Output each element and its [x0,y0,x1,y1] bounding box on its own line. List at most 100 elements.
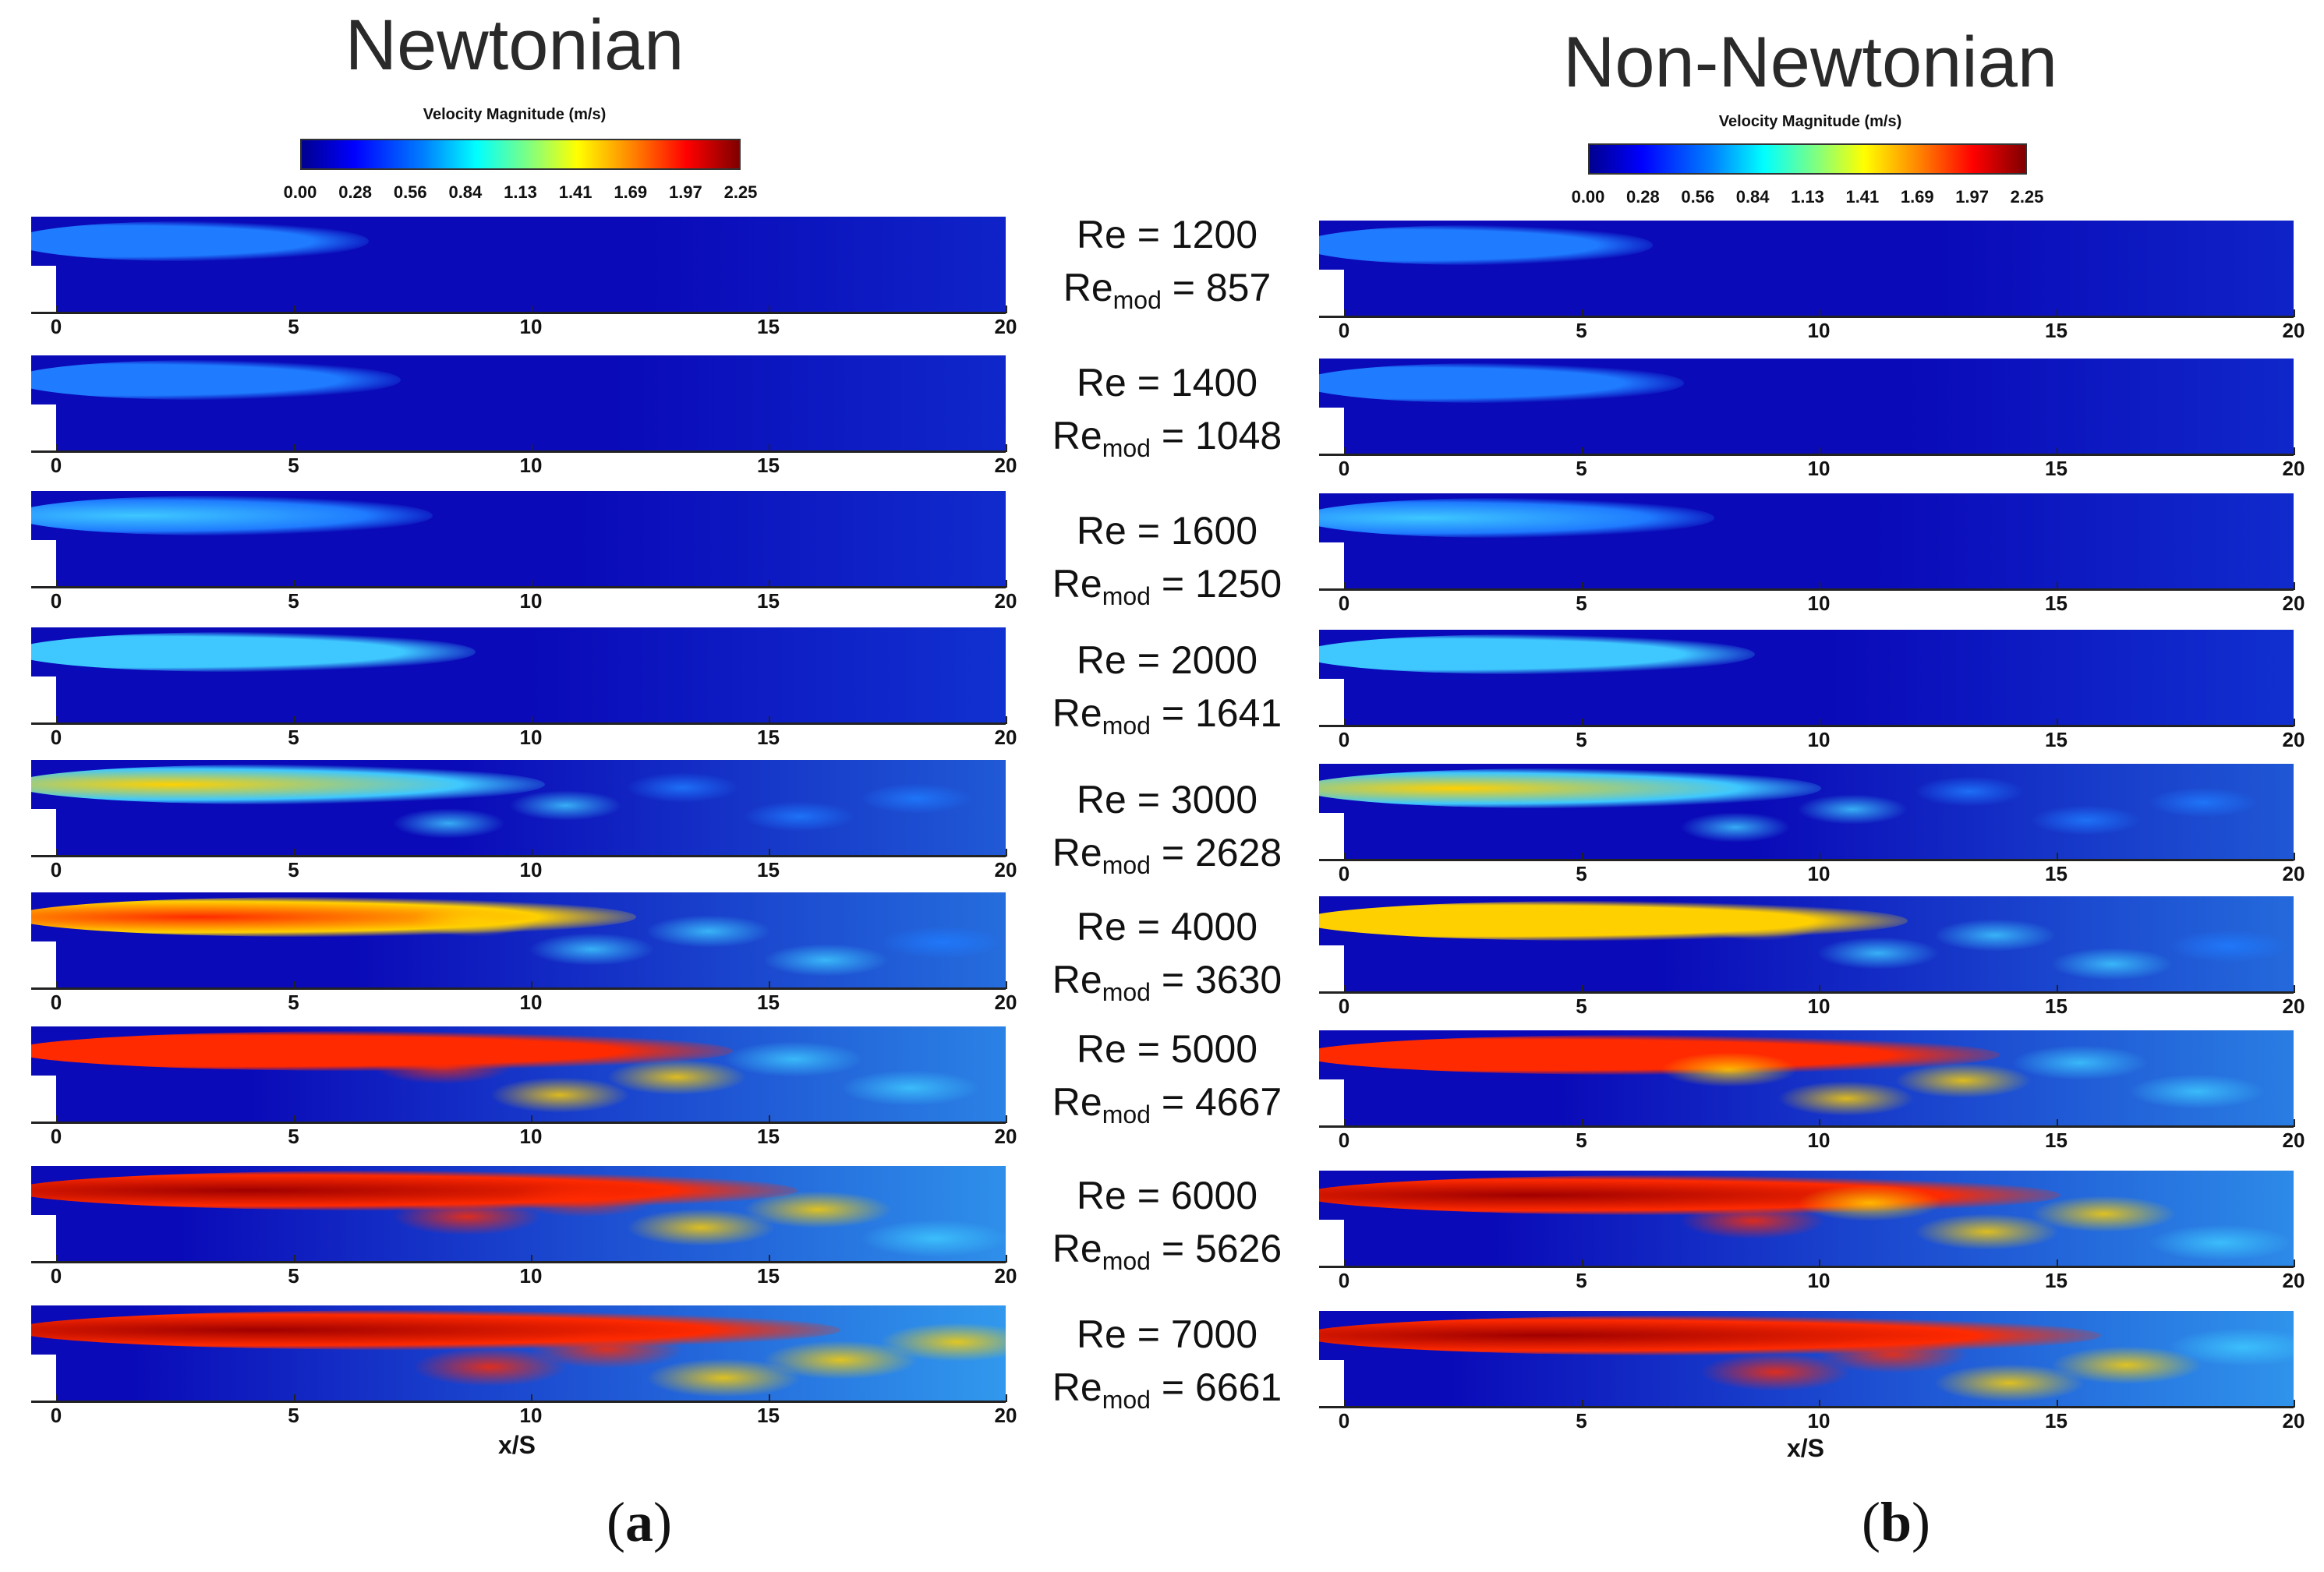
left-x-tick-mark [531,1115,532,1123]
left-x-tick-mark [56,1115,58,1123]
jet-core [1319,363,1684,404]
left-x-tick-mark [768,849,770,857]
sublabel-b: (b) [1862,1490,1930,1555]
re-mod-label: Remod = 1048 [1052,413,1282,463]
right-x-tick-mark [1819,853,1820,860]
left-x-tick-mark [768,1394,770,1402]
left-colorbar-tick: 0.56 [393,182,427,202]
vortex-blob [762,944,889,977]
right-x-tick-mark [2056,853,2058,860]
right-x-tick-label: 0 [1338,728,1350,751]
right-x-tick-label: 10 [1807,1269,1831,1292]
left-colorbar [300,139,741,170]
re-label: Re = 1600 [1076,509,1258,553]
right-x-tick-label: 20 [2282,457,2305,480]
right-x-tick-label: 0 [1338,592,1350,615]
right-x-tick-label: 20 [2282,728,2305,751]
right-x-tick-label: 20 [2282,319,2305,342]
re-mod-value: = 6661 [1150,1365,1282,1409]
left-x-tick-label: 10 [519,1125,543,1148]
left-x-tick-mark [531,1394,532,1402]
re-mod-value: = 1048 [1150,414,1282,457]
right-x-tick-mark [1581,582,1583,590]
right-x-axis [1319,1125,2294,1128]
left-x-tick-label: 15 [757,858,780,881]
vortex-blob [1796,1185,1943,1222]
re-mod-prefix: Re [1052,831,1102,874]
right-colorbar-tick: 1.41 [1845,187,1880,207]
right-x-tick-label: 20 [2282,1129,2305,1152]
right-velocity-panel [1319,1030,2294,1125]
right-colorbar-tick: 0.28 [1625,187,1660,207]
right-x-tick-mark [2056,447,2058,455]
vortex-blob [840,1070,981,1106]
right-x-tick-label: 15 [2045,592,2068,615]
right-x-tick-label: 0 [1338,1269,1350,1292]
left-colorbar-label: Velocity Magnitude (m/s) [423,106,607,123]
right-x-axis [1319,991,2294,994]
left-velocity-panel [31,217,1006,312]
right-x-tick-mark [1581,447,1583,455]
left-x-tick-mark [1006,444,1007,452]
vortex-blob [879,926,1006,959]
vortex-blob [2030,1196,2177,1233]
left-colorbar-tick: 1.41 [558,182,592,202]
right-colorbar [1588,143,2027,175]
jet-core [1319,768,1821,809]
right-x-tick-label: 10 [1807,728,1831,751]
re-mod-label: Remod = 2628 [1052,830,1282,880]
right-velocity-panel [1319,896,2294,991]
left-x-tick-mark [56,444,58,452]
right-x-axis [1319,1266,2294,1268]
left-x-tick-label: 20 [994,1404,1017,1427]
vortex-blob [528,933,655,966]
right-x-tick-label: 20 [2282,1409,2305,1432]
right-colorbar-tick: 0.00 [1571,187,1605,207]
backward-step [31,1355,56,1401]
jet-core [1319,498,1714,539]
left-velocity-panel [31,892,1006,987]
left-x-tick-label: 20 [994,1264,1017,1288]
left-colorbar-tick: 0.84 [448,182,483,202]
right-x-tick-label: 0 [1338,1129,1350,1152]
backward-step [1319,813,1344,859]
left-x-tick-label: 5 [288,315,299,338]
left-velocity-panel [31,355,1006,450]
right-x-tick-mark [2294,985,2295,993]
vortex-blob [1796,794,1908,825]
jet-core [31,632,476,673]
left-x-tick-mark [1006,1115,1007,1123]
re-mod-label: Remod = 6661 [1052,1365,1282,1415]
right-x-tick-label: 5 [1576,457,1587,480]
left-x-tick-mark [531,716,532,724]
right-colorbar-label: Velocity Magnitude (m/s) [1718,113,1902,130]
right-x-axis [1319,588,2294,591]
sublabel-a-close: ) [653,1491,672,1553]
backward-step [31,404,56,450]
right-x-tick-mark [1344,582,1346,590]
left-x-tick-mark [1006,1394,1007,1402]
right-x-tick-mark [1819,719,1820,726]
re-mod-prefix: Re [1052,691,1102,735]
left-x-tick-mark [1006,849,1007,857]
re-mod-label: Remod = 3630 [1052,957,1282,1007]
left-x-tick-mark [56,716,58,724]
right-x-tick-mark [1344,1400,1346,1408]
right-velocity-panel [1319,221,2294,316]
right-x-tick-label: 0 [1338,319,1350,342]
vortex-blob [2167,930,2291,963]
left-x-tick-mark [56,849,58,857]
left-x-tick-mark [531,306,532,313]
right-x-tick-mark [1581,719,1583,726]
left-x-tick-mark [531,1255,532,1263]
left-x-tick-mark [768,1255,770,1263]
re-mod-sub: mod [1102,712,1151,740]
right-x-tick-label: 10 [1807,592,1831,615]
backward-step [31,266,56,312]
left-x-tick-mark [1006,1255,1007,1263]
left-x-tick-label: 0 [50,1404,62,1427]
re-mod-value: = 2628 [1150,831,1282,874]
backward-step [31,809,56,855]
left-x-tick-label: 15 [757,1404,780,1427]
right-x-tick-label: 10 [1807,1129,1831,1152]
